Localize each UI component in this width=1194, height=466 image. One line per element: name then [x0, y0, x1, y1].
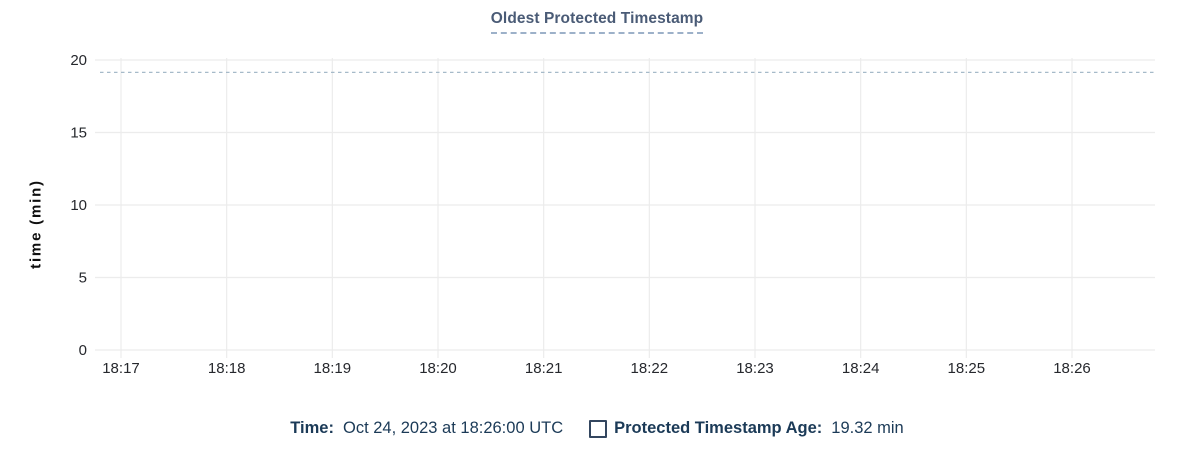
legend-series-toggle[interactable]: Protected Timestamp Age: [589, 419, 822, 438]
tooltip-time-value: Oct 24, 2023 at 18:26:00 UTC [342, 419, 564, 437]
x-tick-label: 18:19 [314, 360, 352, 377]
y-tick-label: 5 [79, 270, 87, 287]
x-tick-label: 18:26 [1053, 360, 1091, 377]
plot-area[interactable] [95, 58, 1155, 350]
x-tick-label: 18:24 [842, 360, 880, 377]
tooltip-series-value: 19.32 min [831, 419, 904, 437]
chart-tooltip: Time: Oct 24, 2023 at 18:26:00 UTC Prote… [0, 419, 1194, 438]
series-checkbox-icon[interactable] [589, 419, 608, 438]
timeseries-chart: 0 5 10 15 20 18:17 18:18 18:19 18:20 18:21 18:22 18… [70, 52, 1155, 377]
x-tick-label: 18:23 [736, 360, 774, 377]
x-tick-label: 18:17 [102, 360, 140, 377]
chart-header: Oldest Protected Timestamp [0, 10, 1194, 34]
x-tick-label: 18:18 [208, 360, 246, 377]
x-tick-label: 18:20 [419, 360, 457, 377]
y-tick-label: 20 [70, 52, 87, 69]
tooltip-series-label: Protected Timestamp Age: [614, 419, 823, 437]
x-tick-label: 18:25 [948, 360, 986, 377]
x-tick-label: 18:22 [631, 360, 669, 377]
y-tick-label: 0 [79, 342, 87, 359]
chart-title: Oldest Protected Timestamp [490, 10, 704, 34]
tooltip-time-label: Time: [290, 419, 334, 437]
y-tick-label: 15 [70, 125, 87, 142]
y-tick-label: 10 [70, 197, 87, 214]
x-tick-label: 18:21 [525, 360, 563, 377]
